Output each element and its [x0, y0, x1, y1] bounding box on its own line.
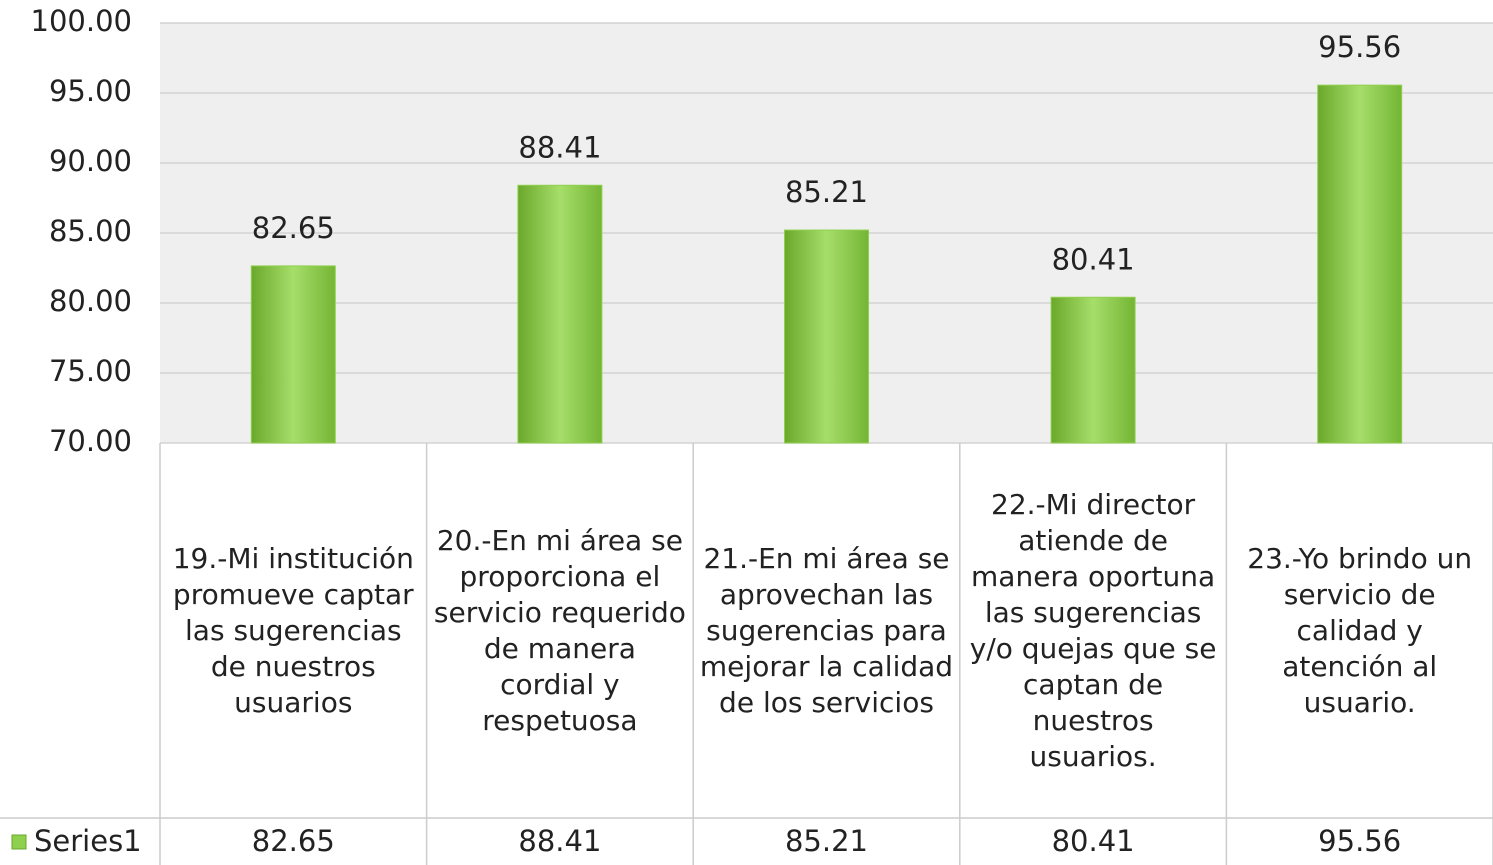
table-value: 85.21: [785, 824, 868, 858]
bar: [784, 229, 869, 444]
bar: [250, 265, 336, 444]
y-tick-label: 75.00: [49, 354, 132, 388]
y-tick-label: 85.00: [49, 214, 132, 248]
x-tick-label: 21.-En mi área se aprovechan las sugeren…: [699, 541, 954, 719]
x-tick-label: 22.-Mi director atiende de manera oportu…: [969, 487, 1217, 773]
table-value: 82.65: [252, 824, 335, 858]
data-label: 80.41: [1052, 242, 1135, 276]
y-tick-label: 100.00: [31, 4, 132, 38]
data-label: 82.65: [252, 211, 335, 245]
y-tick-label: 95.00: [49, 74, 132, 108]
data-label: 88.41: [518, 130, 601, 164]
data-label: 95.56: [1318, 30, 1401, 64]
table-value: 88.41: [518, 824, 601, 858]
y-tick-label: 70.00: [49, 424, 132, 458]
y-tick-label: 80.00: [49, 284, 132, 318]
table-value: 95.56: [1318, 824, 1401, 858]
bar: [1050, 296, 1136, 444]
table-value: 80.41: [1052, 824, 1135, 858]
data-label: 85.21: [785, 175, 868, 209]
legend-swatch: [11, 834, 27, 850]
y-tick-label: 90.00: [49, 144, 132, 178]
x-tick-label: 20.-En mi área se proporciona el servici…: [433, 523, 686, 737]
bar: [1317, 84, 1403, 444]
x-tick-label: 23.-Yo brindo un servicio de calidad y a…: [1247, 541, 1473, 719]
bar: [517, 184, 603, 444]
x-tick-label: 19.-Mi institución promueve captar las s…: [172, 541, 414, 719]
legend-label: Series1: [34, 824, 142, 858]
